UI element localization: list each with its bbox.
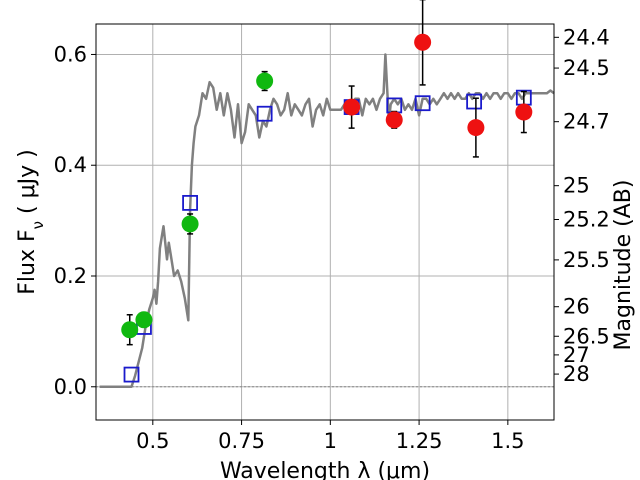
x-axis-label: Wavelength λ (μm) (220, 459, 430, 480)
infrared-point-marker (385, 111, 403, 129)
infrared-point (467, 97, 485, 158)
optical-point (135, 311, 153, 329)
optical-point-marker (135, 311, 153, 329)
x-tick-label: 1.5 (491, 429, 524, 453)
optical-point (256, 70, 274, 92)
x-tick-label: 0.5 (136, 429, 169, 453)
observed-photometry (121, 0, 533, 346)
magnitude-tick-label: 25.2 (563, 208, 610, 232)
y-tick-label: 0.4 (54, 153, 87, 177)
infrared-point-marker (343, 98, 361, 116)
magnitude-tick-label: 25.5 (563, 248, 610, 272)
model-square-marker (414, 95, 431, 112)
x-tick-label: 1 (324, 429, 337, 453)
magnitude-tick-label: 25 (563, 174, 590, 198)
optical-point (121, 314, 139, 346)
infrared-point (414, 0, 432, 86)
magnitude-tick-label: 24.5 (563, 56, 610, 80)
optical-point-marker (181, 215, 199, 233)
y-axis-ticks: 0.0 0.2 0.4 0.6 (54, 42, 96, 399)
model-square-marker (466, 93, 483, 110)
infrared-point-marker (414, 33, 432, 51)
y-tick-label: 0.6 (54, 42, 87, 66)
model-square-marker (123, 366, 140, 383)
x-tick-label: 0.75 (218, 429, 265, 453)
optical-point-marker (256, 72, 274, 90)
model-square-marker (256, 105, 273, 122)
infrared-point-marker (467, 119, 485, 137)
infrared-point (515, 90, 533, 134)
optical-point (181, 213, 199, 235)
y-tick-label: 0.0 (54, 375, 87, 399)
infrared-point (343, 85, 361, 129)
optical-point-marker (121, 321, 139, 339)
model-spectrum (99, 53, 555, 389)
y-tick-label: 0.2 (54, 264, 87, 288)
y-axis-label: Flux Fν ( μJy ) (15, 149, 47, 294)
model-spectrum-line (99, 53, 555, 389)
magnitude-tick-label: 26.5 (563, 324, 610, 348)
magnitude-axis-label: Magnitude (AB) (611, 180, 636, 351)
magnitude-tick-label: 24.7 (563, 110, 610, 134)
magnitude-tick-label: 27 (563, 343, 590, 367)
x-axis-ticks: 0.5 0.75 1 1.25 1.5 (136, 420, 525, 453)
magnitude-tick-label: 24.4 (563, 25, 610, 49)
x-tick-label: 1.25 (396, 429, 443, 453)
magnitude-tick-label: 26 (563, 295, 590, 319)
infrared-point-marker (515, 103, 533, 121)
plot-frame (95, 23, 555, 421)
infrared-point (385, 110, 403, 129)
model-square-marker (182, 194, 198, 211)
magnitude-tick-label: 28 (563, 362, 590, 386)
